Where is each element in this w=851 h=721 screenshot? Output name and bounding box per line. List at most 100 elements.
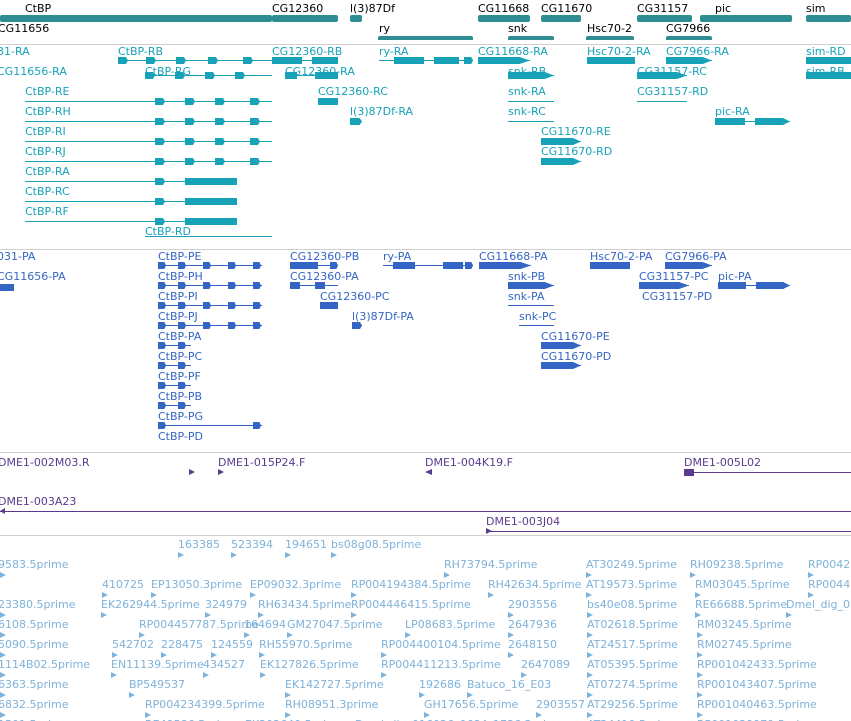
est-label[interactable]: 2648150 — [508, 638, 557, 651]
protein-model[interactable] — [519, 322, 554, 329]
est-label[interactable]: AT19573.5prime — [586, 578, 677, 591]
transcript-label[interactable]: CG7966-RA — [666, 45, 729, 58]
est-label[interactable]: 228475 — [161, 638, 203, 651]
gene-label[interactable]: ry — [379, 22, 391, 35]
est-label[interactable]: RH08951.3prime — [285, 698, 379, 711]
gene-bar-ctbp[interactable] — [0, 15, 272, 22]
protein-label[interactable]: CtBP-PB — [158, 390, 203, 403]
est-alignment[interactable] — [521, 672, 581, 679]
protein-model[interactable] — [158, 362, 191, 369]
transcript-model[interactable] — [285, 72, 338, 79]
est-label[interactable]: Dmel_dig_016026_0684_1736.3prime — [355, 718, 564, 721]
gene-label[interactable]: l(3)87Df — [350, 2, 395, 15]
est-label[interactable]: RP0042 — [808, 558, 851, 571]
est-alignment[interactable] — [129, 692, 239, 699]
bac-clone[interactable] — [684, 469, 851, 476]
est-alignment[interactable] — [211, 652, 253, 659]
est-label[interactable]: 1501.5prime — [0, 718, 69, 721]
est-label[interactable]: EK202640.5prime — [245, 718, 344, 721]
gene-label[interactable]: CG12360 — [272, 2, 324, 15]
transcript-model[interactable] — [508, 72, 554, 79]
transcript-model[interactable] — [145, 72, 272, 79]
est-label[interactable]: 194651 — [285, 538, 327, 551]
protein-label[interactable]: pic-PA — [718, 270, 752, 283]
est-label[interactable]: EK142727.5prime — [285, 678, 384, 691]
transcript-label[interactable]: CG11668-RA — [478, 45, 548, 58]
est-label[interactable]: EP13050.3prime — [151, 578, 243, 591]
est-label[interactable]: 2903556 — [508, 598, 557, 611]
est-alignment[interactable] — [260, 672, 370, 679]
protein-label[interactable]: CG11670-PE — [541, 330, 610, 343]
protein-label[interactable]: CG12360-PB — [290, 250, 360, 263]
est-alignment[interactable] — [697, 632, 807, 639]
est-alignment[interactable] — [351, 612, 461, 619]
gene-label[interactable]: sim — [806, 2, 826, 15]
est-alignment[interactable] — [111, 672, 197, 679]
protein-label[interactable]: CtBP-PC — [158, 350, 203, 363]
bac-clone[interactable] — [486, 528, 851, 535]
gene-bar-cg12360[interactable] — [272, 15, 338, 22]
bac-clone[interactable] — [0, 508, 851, 515]
protein-model[interactable] — [158, 302, 262, 309]
est-alignment[interactable] — [444, 572, 554, 579]
bac-label[interactable]: DME1-004K19.F — [425, 456, 513, 469]
protein-label[interactable]: CtBP-PF — [158, 370, 201, 383]
gene-bar-cg7966[interactable] — [666, 36, 712, 40]
est-label[interactable]: RP0044 — [808, 578, 851, 591]
gene-label[interactable]: CG11668 — [478, 2, 530, 15]
protein-label[interactable]: CG7966-PA — [665, 250, 727, 263]
transcript-label[interactable]: CtBP-RC — [25, 185, 70, 198]
est-alignment[interactable] — [0, 712, 110, 719]
gene-label[interactable]: snk — [508, 22, 528, 35]
protein-model[interactable] — [508, 302, 554, 309]
bac-label[interactable]: DME1-002M03.R — [0, 456, 90, 469]
est-alignment[interactable] — [139, 632, 238, 639]
est-alignment[interactable] — [287, 632, 397, 639]
est-label[interactable]: bs08g08.5prime — [331, 538, 422, 551]
est-label[interactable]: AT07274.5prime — [587, 678, 678, 691]
transcript-model[interactable] — [25, 178, 237, 185]
est-alignment[interactable] — [381, 652, 491, 659]
transcript-model[interactable] — [25, 138, 272, 145]
est-alignment[interactable] — [508, 632, 581, 639]
protein-model[interactable] — [479, 262, 531, 269]
bac-label[interactable]: DME1-003J04 — [486, 515, 561, 528]
est-label[interactable]: RP001042433.5prime — [697, 658, 817, 671]
est-alignment[interactable] — [244, 632, 281, 639]
transcript-label[interactable]: CG11656-RA — [0, 65, 67, 78]
protein-label[interactable]: CtBP-PH — [158, 270, 203, 283]
bac-clone[interactable] — [0, 469, 195, 476]
est-label[interactable]: 9583.5prime — [0, 558, 69, 571]
transcript-label[interactable]: pic-RA — [715, 105, 750, 118]
est-label[interactable]: 6363.5prime — [0, 678, 69, 691]
gene-bar-ry[interactable] — [378, 36, 473, 40]
est-label[interactable]: 192686 — [419, 678, 461, 691]
est-label[interactable]: 2647936 — [508, 618, 557, 631]
est-alignment[interactable] — [587, 612, 689, 619]
protein-model[interactable] — [590, 262, 630, 269]
gene-label[interactable]: Hsc70-2 — [587, 22, 633, 35]
gene-bar-cg11670[interactable] — [541, 15, 581, 22]
est-alignment[interactable] — [536, 712, 581, 719]
est-alignment[interactable] — [285, 712, 395, 719]
transcript-model[interactable] — [25, 98, 272, 105]
est-alignment[interactable] — [424, 712, 530, 719]
est-label[interactable]: AT24410.5prime — [587, 718, 678, 721]
est-alignment[interactable] — [808, 572, 845, 579]
est-label[interactable]: Batuco_16_E03 — [467, 678, 552, 691]
protein-label[interactable]: CG12360-PC — [320, 290, 390, 303]
est-alignment[interactable] — [587, 652, 691, 659]
protein-label[interactable]: snk-PB — [508, 270, 546, 283]
gene-label[interactable]: CtBP — [25, 2, 52, 15]
transcript-model[interactable] — [145, 233, 272, 240]
transcript-label[interactable]: CtBP-RB — [118, 45, 164, 58]
est-label[interactable]: 124559 — [211, 638, 253, 651]
est-label[interactable]: RH42634.5prime — [488, 578, 582, 591]
est-alignment[interactable] — [102, 592, 145, 599]
transcript-model[interactable] — [806, 72, 851, 79]
protein-label[interactable]: CG31157-PC — [639, 270, 709, 283]
est-alignment[interactable] — [695, 612, 780, 619]
est-alignment[interactable] — [101, 612, 199, 619]
transcript-model[interactable] — [478, 57, 530, 64]
est-label[interactable]: EK127826.5prime — [260, 658, 359, 671]
